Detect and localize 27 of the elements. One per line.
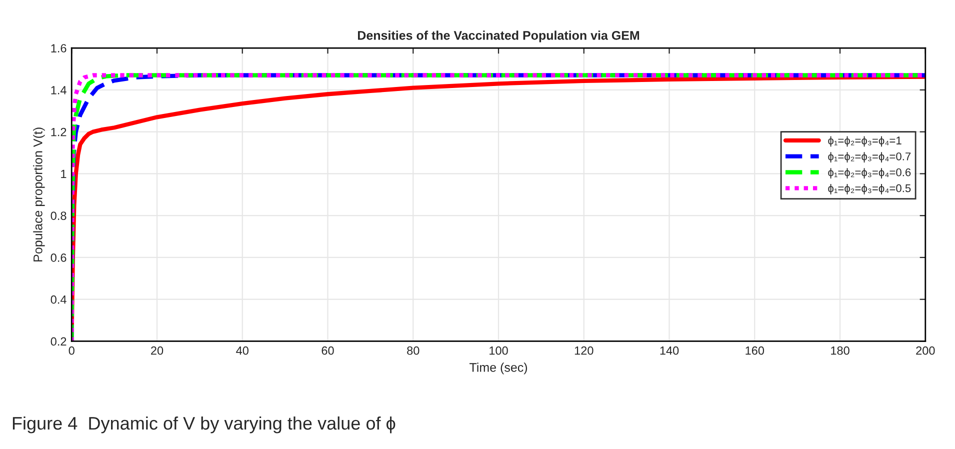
x-tick-label: 160 — [746, 346, 764, 355]
x-tick-label: 200 — [916, 346, 935, 355]
legend-label: ϕ₁=ϕ₂=ϕ₃=ϕ₄=0.6 — [828, 168, 911, 178]
y-tick-label: 0.6 — [50, 254, 66, 262]
y-tick-label: 1.6 — [51, 44, 66, 52]
x-tick-label: 80 — [407, 346, 420, 355]
y-axis-title: Populace proportion V(t) — [33, 128, 45, 262]
y-tick-label: 1.2 — [51, 128, 66, 136]
legend-label: ϕ₁=ϕ₂=ϕ₃=ϕ₄=1 — [828, 136, 902, 147]
caption: Figure 4 Dynamic of V by varying the value of ϕ — [12, 416, 396, 434]
x-tick-label: 100 — [490, 346, 508, 355]
legend-label: ϕ₁=ϕ₂=ϕ₃=ϕ₄=0.7 — [828, 152, 911, 163]
y-tick-label: 0.2 — [50, 337, 66, 346]
x-tick-label: 140 — [660, 346, 679, 355]
x-tick-label: 0 — [68, 346, 74, 355]
x-tick-label: 20 — [151, 346, 164, 355]
y-tick-label: 0.4 — [50, 295, 66, 304]
x-tick-label: 120 — [574, 346, 594, 355]
x-tick-label: 180 — [831, 346, 850, 355]
x-tick-label: 60 — [322, 346, 334, 355]
x-tick-label: 40 — [236, 346, 248, 355]
y-tick-label: 1 — [61, 170, 66, 178]
chart-title: Densities of the Vaccinated Population via GEM — [358, 30, 640, 42]
legend-label: ϕ₁=ϕ₂=ϕ₃=ϕ₄=0.5 — [828, 184, 911, 194]
x-axis-title: Time (sec) — [470, 362, 528, 374]
y-tick-label: 1.4 — [51, 86, 66, 94]
y-tick-label: 0.8 — [50, 212, 66, 220]
